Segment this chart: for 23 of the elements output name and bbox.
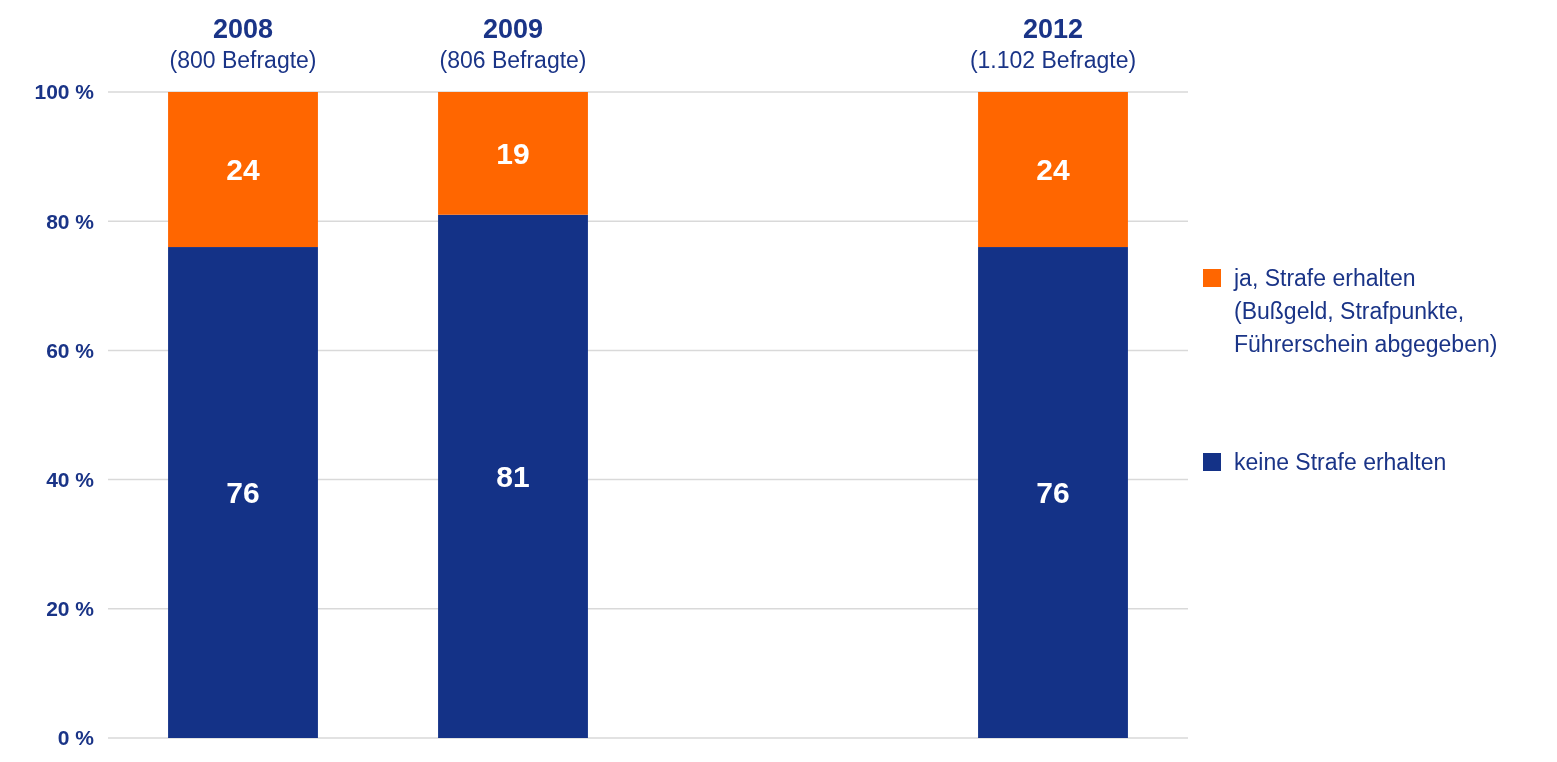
y-tick-label: 100 % bbox=[34, 80, 95, 104]
y-tick-label: 60 % bbox=[46, 338, 95, 362]
bar bbox=[978, 92, 1128, 248]
bar bbox=[978, 247, 1128, 738]
bar bbox=[168, 92, 318, 248]
legend-label: ja, Strafe erhalten (Bußgeld, Strafpunkte, Führerschein abgegeben) bbox=[1233, 265, 1498, 358]
legend-label: keine Strafe erhalten bbox=[1234, 449, 1447, 476]
data-label: 24 bbox=[1036, 153, 1070, 187]
y-tick-label: 20 % bbox=[46, 597, 95, 621]
bar bbox=[168, 247, 318, 738]
data-label: 76 bbox=[226, 476, 260, 510]
bar bbox=[438, 92, 588, 215]
data-label: 19 bbox=[496, 136, 530, 170]
bar bbox=[438, 214, 588, 738]
y-tick-label: 40 % bbox=[46, 467, 95, 491]
y-tick-label: 80 % bbox=[46, 209, 95, 233]
data-label: 81 bbox=[496, 459, 530, 493]
x-tick-label: 2008 (800 Befragte) bbox=[169, 14, 317, 73]
x-tick-label: 2009 (806 Befragte) bbox=[439, 14, 587, 73]
data-label: 76 bbox=[1036, 476, 1070, 510]
y-tick-label: 0 % bbox=[57, 726, 95, 750]
x-tick-label: 2012 (1.102 Befragte) bbox=[969, 14, 1137, 73]
data-label: 24 bbox=[226, 153, 260, 187]
